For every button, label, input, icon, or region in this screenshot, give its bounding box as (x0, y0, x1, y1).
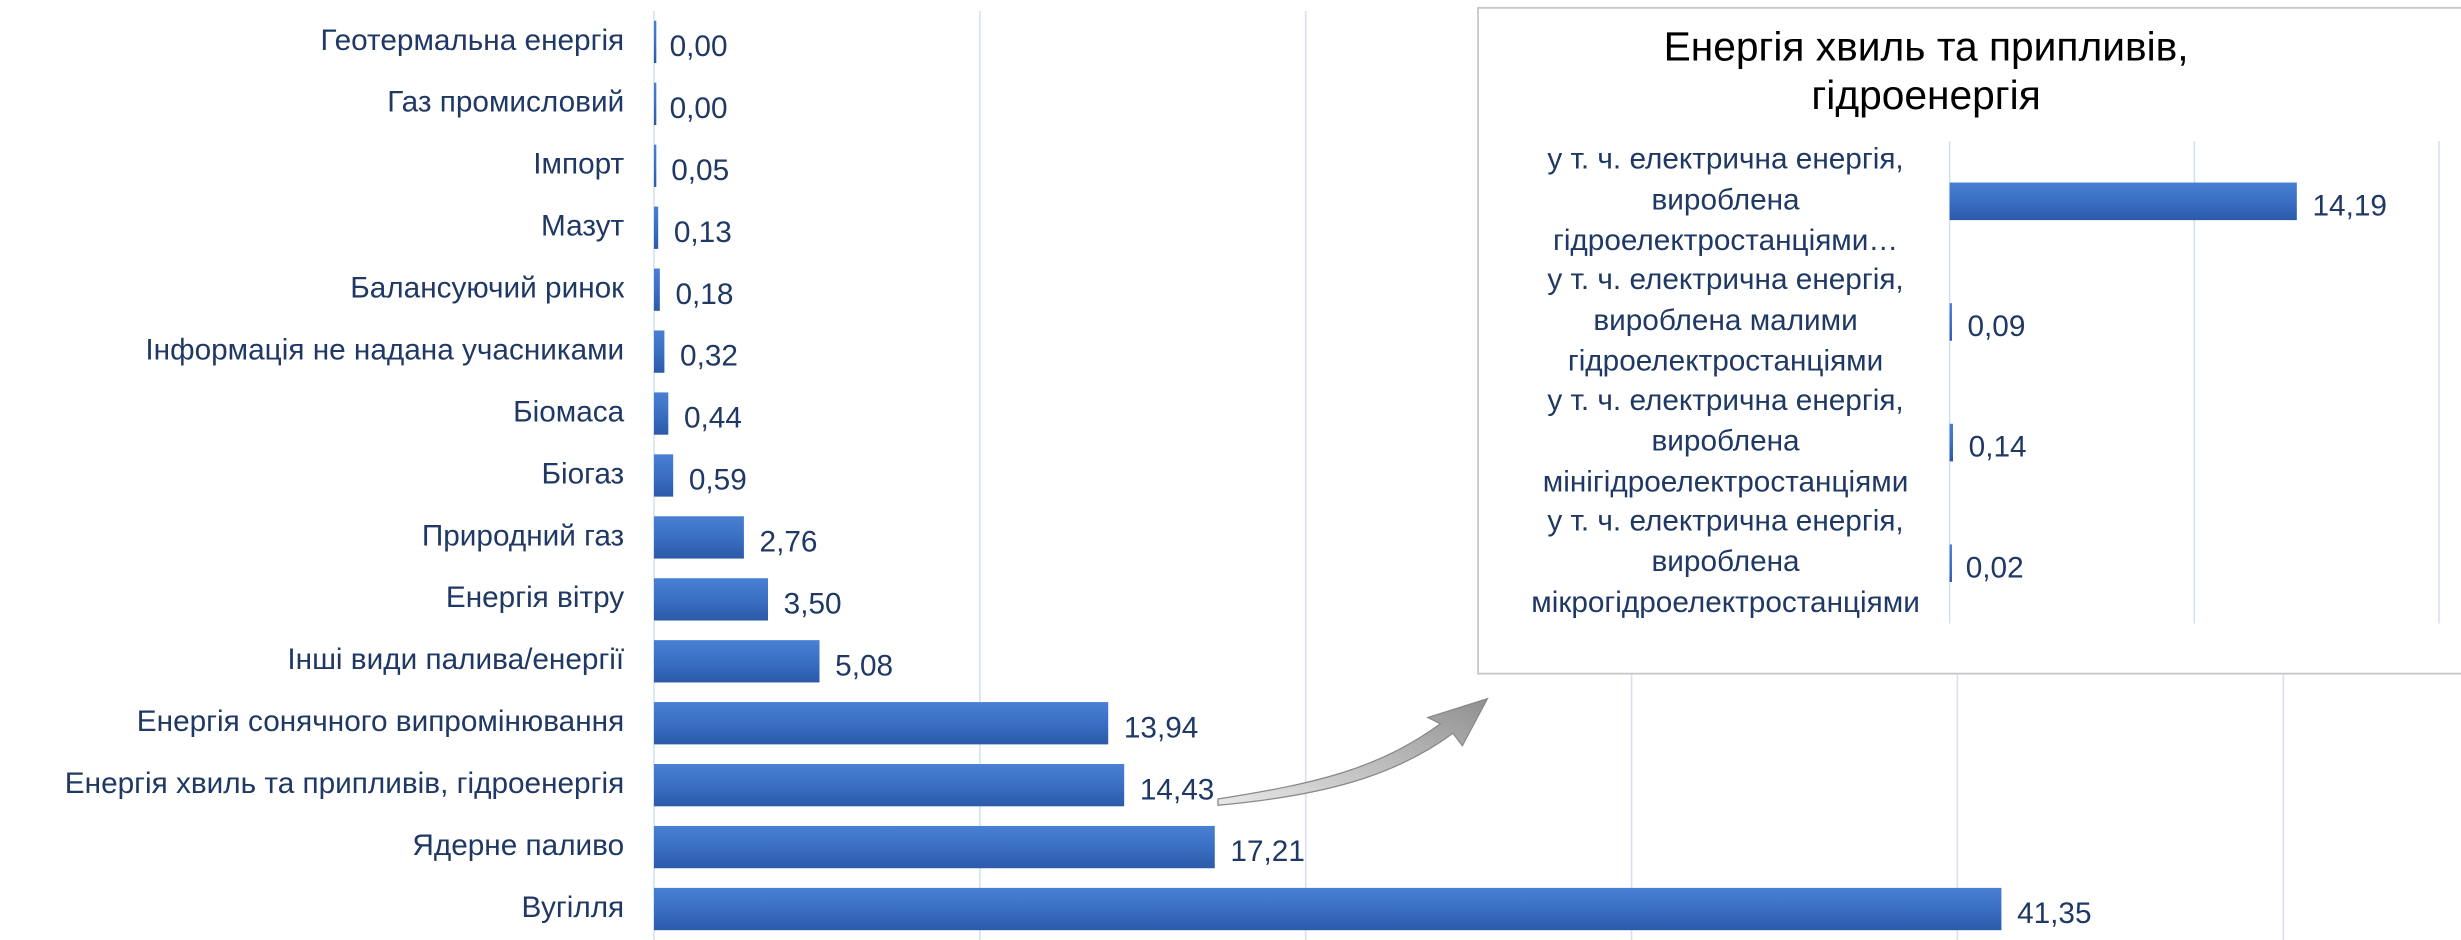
bar (653, 764, 1125, 807)
value-label: 13,94 (1124, 711, 1198, 744)
bar (653, 144, 657, 187)
bar (653, 640, 820, 683)
category-label: Геотермальна енергія (321, 24, 625, 57)
callout-arrow (1217, 697, 1489, 806)
bar (1949, 303, 1952, 341)
main-chart: Геотермальна енергія 0,00 Газ промисловий 0… (65, 10, 2285, 940)
bar (653, 82, 657, 126)
category-label: Вугілля (522, 891, 625, 924)
category-label: Балансуючий ринок (350, 272, 625, 305)
value-label: 14,43 (1140, 773, 1214, 806)
value-label: 2,76 (760, 526, 818, 559)
bar (653, 578, 769, 621)
value-label: 5,08 (835, 649, 893, 682)
value-label: 0,44 (684, 402, 742, 435)
category-label: у т. ч. електрична енергія, вироблена мал… (1547, 263, 1903, 377)
value-label: 0,00 (670, 92, 728, 125)
category-label: Імпорт (533, 148, 624, 181)
bar (653, 702, 1109, 745)
bar (653, 825, 1215, 869)
value-label: 0,02 (1966, 551, 2024, 584)
inset-frame (1477, 6, 2461, 675)
bar (1949, 423, 1954, 462)
category-label: Інші види палива/енергії (287, 643, 624, 676)
value-label: 3,50 (784, 587, 842, 620)
value-label: 14,19 (2312, 189, 2386, 222)
category-label: у т. ч. електрична енергія, вироблена міні… (1543, 384, 1909, 498)
bar (653, 206, 659, 249)
value-label: 0,14 (1969, 431, 2027, 464)
bar (653, 20, 657, 64)
bar (1949, 182, 2297, 221)
category-label: Газ промисловий (387, 86, 624, 119)
category-label: Енергія сонячного випромінювання (137, 705, 624, 738)
category-label: Біомаса (513, 395, 625, 428)
value-label: 0,05 (671, 154, 729, 187)
bar (653, 330, 665, 373)
inset-chart: Енергія хвиль та припливів, гідроенергія у… (1531, 23, 2440, 624)
category-label: у т. ч. електрична енергія, вироблена мікр… (1531, 504, 1920, 618)
bar (653, 454, 674, 497)
value-label: 0,32 (680, 340, 738, 373)
value-label: 0,59 (689, 464, 747, 497)
value-label: 0,00 (670, 30, 728, 63)
category-label: Мазут (541, 210, 625, 243)
category-label: Інформація не надана учасниками (145, 333, 624, 366)
category-label: Біогаз (541, 457, 624, 490)
value-label: 41,35 (2017, 897, 2091, 930)
bar (653, 268, 660, 311)
category-label: Енергія вітру (446, 581, 624, 614)
chart-title: Енергія хвиль та припливів, гідроенергія (1664, 23, 2189, 118)
bar (653, 392, 669, 435)
value-label: 0,13 (674, 216, 732, 249)
value-label: 0,09 (1967, 310, 2025, 343)
bar (653, 516, 744, 559)
category-label: Ядерне паливо (412, 829, 624, 862)
value-label: 17,21 (1230, 835, 1304, 868)
bar (1949, 544, 1952, 583)
bar (653, 887, 2002, 931)
category-label: у т. ч. електрична енергія, вироблена гідр… (1547, 142, 1903, 256)
category-label: Природний газ (422, 519, 624, 552)
category-label: Енергія хвиль та припливів, гідроенергія (65, 767, 624, 800)
value-label: 0,18 (675, 278, 733, 311)
